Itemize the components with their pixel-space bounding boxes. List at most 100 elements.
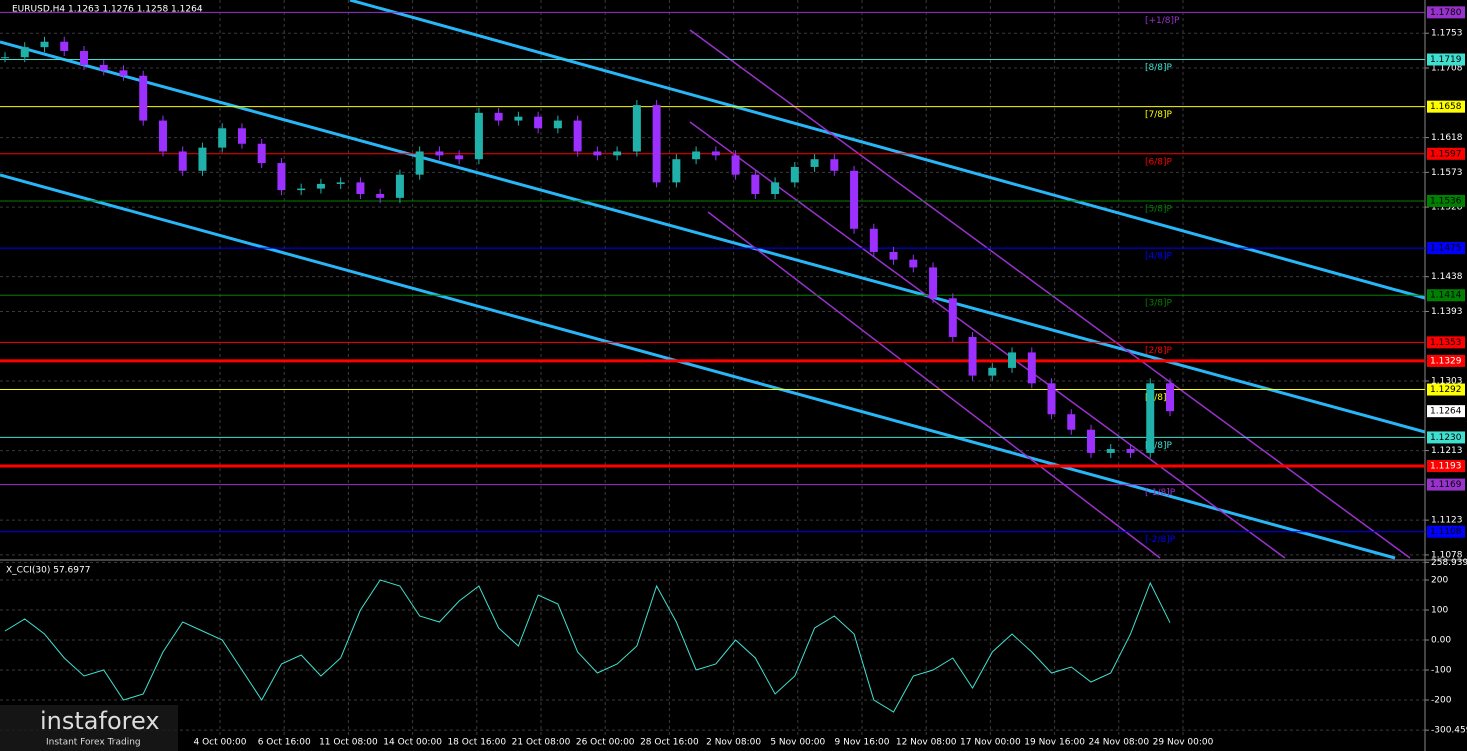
level-price-label: 1.1414 <box>1430 291 1462 301</box>
candle <box>1126 449 1135 453</box>
level-price-label: 1.1719 <box>1430 55 1462 65</box>
cci-label: -300.459 <box>1431 726 1467 736</box>
channel-line <box>707 211 1161 559</box>
indicator-title: X_CCI(30) 57.6977 <box>6 566 90 576</box>
level-price-box <box>1427 147 1465 160</box>
murray-tag: [6/8]P <box>1145 157 1173 167</box>
price-label: 1.1303 <box>1431 377 1463 387</box>
current-price-box <box>1427 405 1465 418</box>
candle <box>158 120 167 152</box>
murray-tag: [4/8]P <box>1145 252 1173 262</box>
cci-label: -100 <box>1431 666 1452 676</box>
murray-tag: [-1/8]P <box>1145 488 1176 498</box>
candle <box>20 47 29 58</box>
price-label: 1.1123 <box>1431 516 1463 526</box>
current-price-label: 1.1264 <box>1430 407 1462 417</box>
candle <box>751 174 760 194</box>
candle <box>553 120 562 129</box>
candle <box>1166 383 1174 412</box>
level-price-box <box>1427 53 1465 66</box>
candle <box>1008 352 1017 368</box>
level-price-box <box>1427 289 1465 302</box>
candle <box>810 159 819 167</box>
murray-tag: [0/8]P <box>1145 441 1173 451</box>
candle <box>257 143 266 164</box>
murray-tag: [8/8]P <box>1145 63 1173 73</box>
level-price-label: 1.1780 <box>1430 8 1462 18</box>
time-label: 26 Oct 00:00 <box>576 738 635 748</box>
time-label: 18 Oct 16:00 <box>447 738 506 748</box>
line-price-label: 1.1329 <box>1430 356 1462 366</box>
channel-line <box>0 173 1396 560</box>
level-price-box <box>1427 336 1465 349</box>
murray-tag: [+1/8]P <box>1145 16 1180 26</box>
time-label: 9 Nov 16:00 <box>835 738 890 748</box>
candle <box>830 159 839 171</box>
level-price-label: 1.1230 <box>1430 433 1462 443</box>
murray-tag: [5/8]P <box>1145 204 1173 214</box>
candle <box>1067 414 1076 430</box>
price-label: 1.1573 <box>1431 168 1463 178</box>
time-label: 2 Nov 08:00 <box>706 738 761 748</box>
level-price-box <box>1427 525 1465 538</box>
candle <box>356 182 365 194</box>
cci-label: 200 <box>1431 576 1448 586</box>
candle <box>731 155 740 175</box>
line-price-label: 1.1193 <box>1430 462 1462 472</box>
candle <box>415 151 424 175</box>
candle <box>218 128 227 148</box>
candle <box>968 336 977 376</box>
candle <box>988 367 997 376</box>
candle <box>573 120 582 152</box>
price-label: 1.1213 <box>1431 446 1463 456</box>
candle <box>119 70 128 76</box>
level-price-box <box>1427 100 1465 113</box>
price-label: 1.1393 <box>1431 307 1463 317</box>
time-label: 12 Nov 08:00 <box>896 738 957 748</box>
level-price-label: 1.1353 <box>1430 338 1462 348</box>
time-label: 4 Oct 00:00 <box>194 738 247 748</box>
candle <box>336 182 345 184</box>
level-price-label: 1.1658 <box>1430 102 1462 112</box>
candle <box>435 151 444 156</box>
candle <box>376 193 385 198</box>
candle <box>79 51 88 65</box>
time-label: 19 Nov 16:00 <box>1024 738 1085 748</box>
price-label: 1.1708 <box>1431 64 1463 74</box>
price-label: 1.1618 <box>1431 133 1463 143</box>
candle <box>455 155 464 160</box>
candle <box>494 112 503 121</box>
level-price-box <box>1427 383 1465 396</box>
time-label: 11 Oct 08:00 <box>319 738 378 748</box>
time-label: 17 Nov 00:00 <box>960 738 1021 748</box>
time-label: 14 Oct 00:00 <box>383 738 442 748</box>
level-price-label: 1.1169 <box>1430 480 1462 490</box>
candle <box>711 151 720 156</box>
watermark-tagline: Instant Forex Trading <box>46 738 141 748</box>
level-price-box <box>1427 6 1465 19</box>
price-label: 1.1438 <box>1431 272 1463 282</box>
channel-line <box>689 121 1286 559</box>
indicator-line <box>4 579 1171 713</box>
candle <box>929 267 938 299</box>
level-price-box <box>1427 478 1465 491</box>
candle <box>790 166 799 183</box>
candle <box>178 151 187 171</box>
level-price-label: 1.1292 <box>1430 385 1462 395</box>
symbol: EURUSD,H4 <box>12 5 65 15</box>
level-price-box <box>1427 242 1465 255</box>
candle <box>909 259 918 268</box>
candle <box>1146 383 1155 453</box>
candle <box>1047 383 1056 415</box>
candle <box>672 159 681 183</box>
candle <box>1 57 9 59</box>
price-label: 1.1078 <box>1431 550 1463 560</box>
time-label: 29 Nov 00:00 <box>1153 738 1214 748</box>
murray-tag: [7/8]P <box>1145 110 1173 120</box>
candle <box>237 128 246 144</box>
watermark-brand: instaforex <box>40 707 160 735</box>
level-price-label: 1.1475 <box>1430 244 1462 254</box>
candle <box>139 75 148 121</box>
level-price-label: 1.1597 <box>1430 149 1462 159</box>
